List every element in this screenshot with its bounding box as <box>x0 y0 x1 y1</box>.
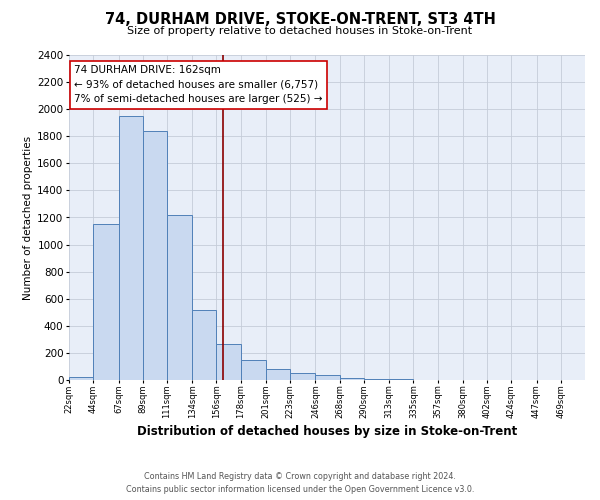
Bar <box>93 224 119 380</box>
Bar <box>241 360 266 380</box>
Bar <box>167 215 192 380</box>
Text: 74, DURHAM DRIVE, STOKE-ON-TRENT, ST3 4TH: 74, DURHAM DRIVE, STOKE-ON-TRENT, ST3 4T… <box>104 12 496 26</box>
Text: Size of property relative to detached houses in Stoke-on-Trent: Size of property relative to detached ho… <box>127 26 473 36</box>
Bar <box>119 116 143 380</box>
Text: 74 DURHAM DRIVE: 162sqm
← 93% of detached houses are smaller (6,757)
7% of semi-: 74 DURHAM DRIVE: 162sqm ← 93% of detache… <box>74 64 323 104</box>
Bar <box>316 374 340 380</box>
Bar <box>192 310 217 380</box>
Bar <box>143 131 167 380</box>
Bar <box>69 376 93 380</box>
Bar <box>340 378 364 380</box>
X-axis label: Distribution of detached houses by size in Stoke-on-Trent: Distribution of detached houses by size … <box>137 425 517 438</box>
Text: Contains HM Land Registry data © Crown copyright and database right 2024.
Contai: Contains HM Land Registry data © Crown c… <box>126 472 474 494</box>
Y-axis label: Number of detached properties: Number of detached properties <box>23 136 33 300</box>
Bar <box>290 372 316 380</box>
Bar <box>266 369 290 380</box>
Bar <box>217 344 241 380</box>
